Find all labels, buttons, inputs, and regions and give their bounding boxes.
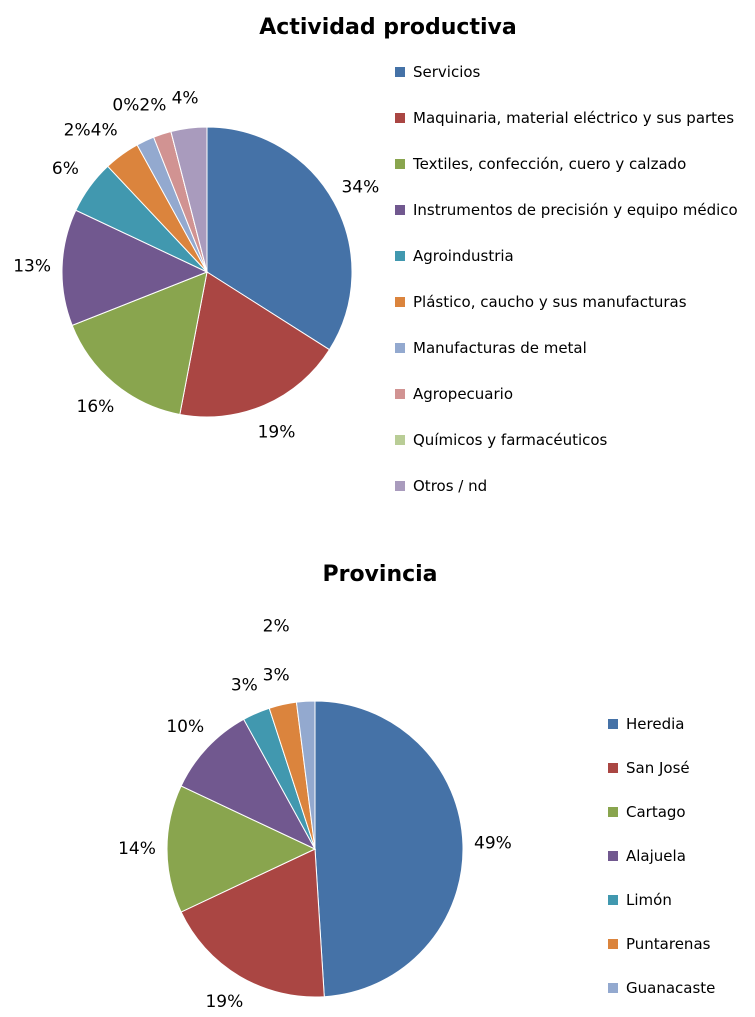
pie-slice <box>314 700 464 998</box>
legend-swatch <box>608 895 618 905</box>
data-label: 3% <box>231 676 258 696</box>
legend-swatch <box>395 481 405 491</box>
pie-slice <box>166 785 317 913</box>
pie-slice <box>71 271 208 416</box>
legend-label: Limón <box>626 891 672 909</box>
legend-label: Otros / nd <box>413 477 488 495</box>
legend-swatch <box>395 251 405 261</box>
legend-item: Servicios <box>395 64 745 80</box>
legend-label: Servicios <box>413 63 481 81</box>
legend-item: Agroindustria <box>395 248 745 264</box>
data-label: 2% <box>139 96 166 116</box>
legend-label: Manufacturas de metal <box>413 339 587 357</box>
data-label: 3% <box>263 665 290 685</box>
data-label: 4% <box>172 88 199 108</box>
legend-swatch <box>395 113 405 123</box>
legend-swatch <box>395 297 405 307</box>
legend-label: Maquinaria, material eléctrico y sus par… <box>413 109 735 127</box>
legend-item: Agropecuario <box>395 386 745 402</box>
pie-slice <box>206 126 353 351</box>
legend-label: Químicos y farmacéuticos <box>413 431 608 449</box>
legend-label: San José <box>626 759 690 777</box>
chart-title: Actividad productiva <box>259 15 516 40</box>
data-label: 13% <box>13 257 51 277</box>
legend-swatch <box>395 67 405 77</box>
pie-slice <box>180 718 317 851</box>
pie-slice <box>61 209 209 327</box>
legend-swatch <box>608 939 618 949</box>
legend-label: Alajuela <box>626 847 686 865</box>
pie-slice <box>179 271 331 418</box>
legend-label: Instrumentos de precisión y equipo médic… <box>413 201 738 219</box>
legend-item: Textiles, confección, cuero y calzado <box>395 156 745 172</box>
pie-slice <box>170 126 208 273</box>
legend-item: Guanacaste <box>608 980 755 996</box>
data-label: 2% <box>263 616 290 636</box>
data-label: 19% <box>258 423 296 443</box>
legend-item: Maquinaria, material eléctrico y sus par… <box>395 110 745 126</box>
legend-swatch <box>608 983 618 993</box>
data-label: 0% <box>112 96 139 116</box>
data-label: 34% <box>341 178 379 198</box>
legend-swatch <box>395 389 405 399</box>
legend-item: San José <box>608 760 755 776</box>
legend-swatch <box>395 205 405 215</box>
pie-slice <box>295 700 316 850</box>
data-label: 14% <box>118 839 156 859</box>
legend-item: Puntarenas <box>608 936 755 952</box>
legend-label: Agropecuario <box>413 385 514 403</box>
legend-item: Otros / nd <box>395 478 745 494</box>
legend-swatch <box>608 763 618 773</box>
legend-label: Puntarenas <box>626 935 711 953</box>
legend-label: Agroindustria <box>413 247 514 265</box>
legend-swatch <box>608 719 618 729</box>
data-label: 49% <box>474 833 512 853</box>
data-label: 2% <box>64 120 91 140</box>
legend-item: Instrumentos de precisión y equipo médic… <box>395 202 745 218</box>
legend-swatch <box>608 807 618 817</box>
legend-label: Guanacaste <box>626 979 716 997</box>
data-label: 4% <box>91 120 118 140</box>
legend-swatch <box>395 343 405 353</box>
legend-item: Alajuela <box>608 848 755 864</box>
data-label: 6% <box>52 159 79 179</box>
legend-swatch <box>608 851 618 861</box>
legend-label: Heredia <box>626 715 685 733</box>
legend-label: Plástico, caucho y sus manufacturas <box>413 293 687 311</box>
legend-item: Plástico, caucho y sus manufacturas <box>395 294 745 310</box>
data-label: 19% <box>205 992 243 1012</box>
legend-swatch <box>395 159 405 169</box>
legend-item: Heredia <box>608 716 755 732</box>
data-label: 16% <box>77 397 115 417</box>
legend-label: Textiles, confección, cuero y calzado <box>413 155 687 173</box>
pie-slice <box>180 848 325 998</box>
legend-item: Manufacturas de metal <box>395 340 745 356</box>
legend-item: Químicos y farmacéuticos <box>395 432 745 448</box>
data-label: 10% <box>166 717 204 737</box>
chart-title: Provincia <box>322 562 437 587</box>
legend-item: Limón <box>608 892 755 908</box>
legend-swatch <box>395 435 405 445</box>
legend-item: Cartago <box>608 804 755 820</box>
legend-label: Cartago <box>626 803 686 821</box>
